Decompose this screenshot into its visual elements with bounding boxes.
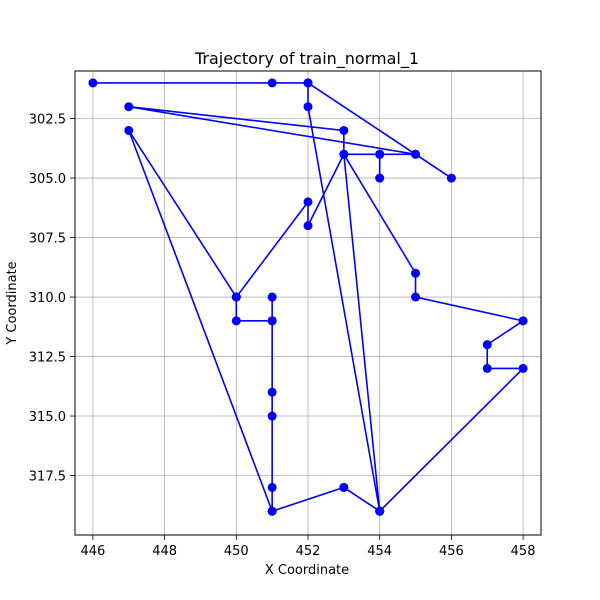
trajectory-point [267,506,277,516]
x-tick-label: 452 [296,544,321,559]
x-ticks: 446 448 450 452 454 456 458 [81,535,536,559]
x-tick-label: 458 [511,544,536,559]
x-tick-label: 456 [439,544,464,559]
trajectory-point [267,482,277,492]
trajectory-point [339,482,349,492]
y-tick-label: 305.0 [29,172,66,187]
trajectory-point [411,268,421,278]
trajectory-point [482,363,492,373]
trajectory-point [375,149,385,159]
x-axis-label: X Coordinate [265,563,349,578]
y-tick-label: 317.5 [29,470,66,485]
trajectory-point [518,316,528,326]
trajectory-point [375,173,385,183]
trajectory-point [267,292,277,302]
trajectory-point [446,173,456,183]
y-tick-label: 310.0 [29,291,66,306]
trajectory-point [303,197,313,207]
trajectory-point [231,292,241,302]
trajectory-point [124,102,134,112]
y-tick-label: 302.5 [29,113,66,128]
y-tick-label: 307.5 [29,232,66,247]
trajectory-point [339,125,349,135]
grid-lines [75,71,541,535]
y-axis-label: Y Coordinate [5,261,20,345]
trajectory-point [267,78,277,88]
series-layer [88,78,528,516]
x-tick-label: 450 [224,544,249,559]
trajectory-point [267,387,277,397]
trajectory-point [124,125,134,135]
trajectory-point [267,411,277,421]
trajectory-point [267,316,277,326]
trajectory-point [518,363,528,373]
x-tick-label: 454 [367,544,392,559]
y-tick-label: 312.5 [29,351,66,366]
x-tick-label: 448 [152,544,177,559]
trajectory-point [339,149,349,159]
x-tick-label: 446 [81,544,106,559]
y-tick-label: 315.0 [29,410,66,425]
chart-title: Trajectory of train_normal_1 [194,49,419,69]
trajectory-point [303,102,313,112]
trajectory-point [482,340,492,350]
trajectory-point [303,221,313,231]
y-ticks: 302.5 305.0 307.5 310.0 312.5 315.0 317.5 [29,113,75,485]
trajectory-point [411,292,421,302]
trajectory-point [88,78,98,88]
trajectory-point [303,78,313,88]
trajectory-point [375,506,385,516]
trajectory-point [231,316,241,326]
trajectory-point [411,149,421,159]
